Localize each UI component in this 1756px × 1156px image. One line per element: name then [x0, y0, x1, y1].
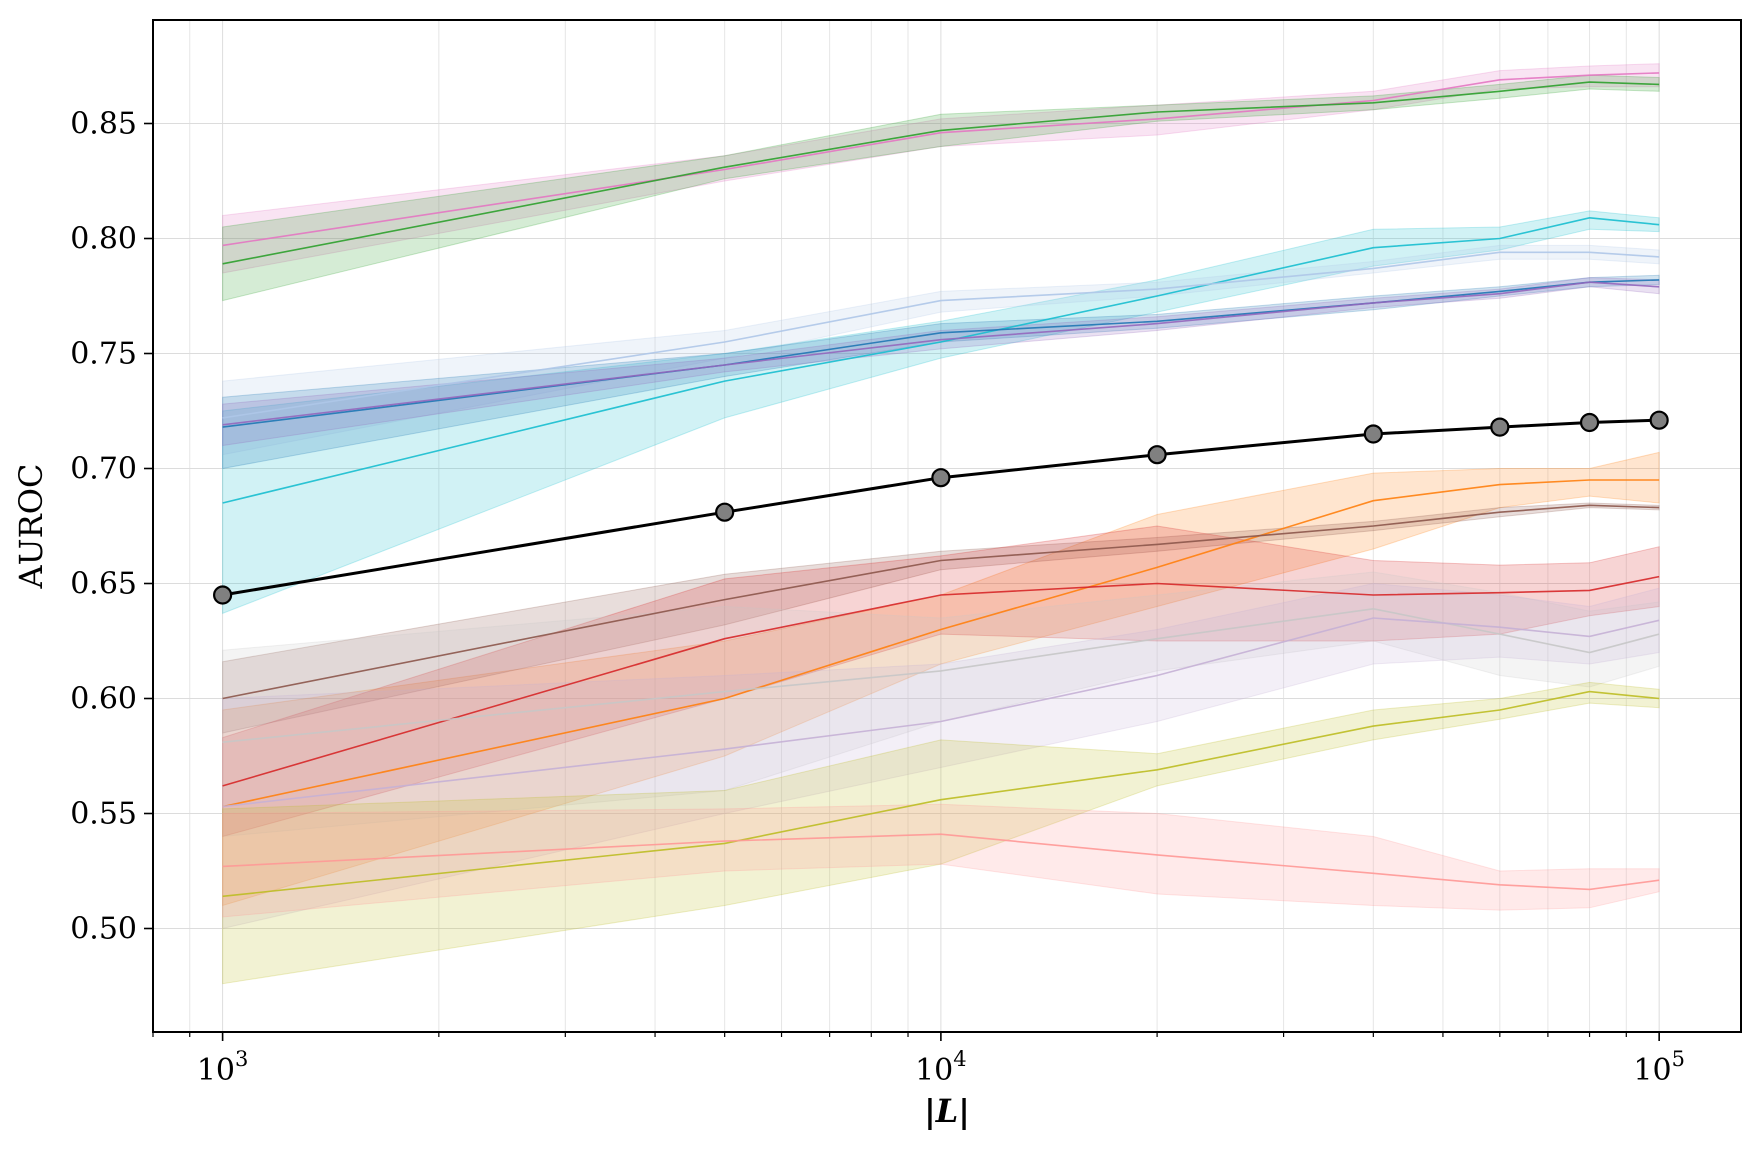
series-line-13: [222, 833, 1660, 891]
mean-marker: [1649, 410, 1669, 430]
series-line-10: [222, 607, 1660, 743]
series-line-9: [222, 575, 1660, 787]
series-line-6: [222, 281, 1660, 426]
y-axis-label: AUROC: [12, 464, 50, 590]
series-band-1: [222, 63, 1660, 274]
mean-marker: [1147, 445, 1167, 465]
series-line-11: [222, 617, 1660, 808]
y-tick-label: 0.75: [70, 337, 137, 372]
y-tick-label: 0.50: [70, 912, 137, 947]
series-band-2: [222, 74, 1660, 302]
y-tick-label: 0.65: [70, 567, 137, 602]
series-line-8: [222, 504, 1660, 700]
series-line-3: [222, 216, 1660, 504]
y-tick-label: 0.85: [70, 107, 137, 142]
mean-marker: [213, 585, 233, 605]
series-band-6: [222, 277, 1660, 447]
x-tick-label: 103: [197, 1047, 249, 1088]
y-tick-label: 0.55: [70, 797, 137, 832]
series-band-5: [222, 274, 1660, 470]
series-band-7: [222, 451, 1660, 907]
series-line-4: [222, 251, 1660, 419]
series-band-4: [222, 244, 1660, 456]
series-line-2: [222, 81, 1660, 265]
y-tick-label: 0.70: [70, 452, 137, 487]
mean-marker: [715, 502, 735, 522]
series-line-1: [222, 72, 1660, 247]
y-tick-label: 0.80: [70, 222, 137, 257]
mean-marker: [1363, 424, 1383, 444]
series-lines: [222, 72, 1660, 898]
x-axis-ticks: 103 104 105: [152, 1032, 1685, 1088]
series-band-13: [222, 803, 1660, 918]
series-band-11: [222, 582, 1660, 930]
grid-lines: [152, 20, 1741, 1032]
series-line-7: [222, 479, 1660, 808]
series-band-12: [222, 681, 1660, 985]
x-axis-label: |L|: [924, 1092, 970, 1130]
mean-marker: [1490, 417, 1510, 437]
mean-line: [222, 418, 1660, 597]
plot-frame: [152, 19, 1742, 1033]
x-tick-label: 104: [915, 1047, 967, 1088]
y-axis-ticks: 0.50 0.55 0.60 0.65 0.70 0.75 0.80 0.85: [70, 107, 153, 947]
series-band-9: [222, 525, 1660, 838]
series-line-12: [222, 690, 1660, 898]
mean-marker: [931, 468, 951, 488]
mean-marker: [1579, 412, 1600, 433]
series-band-8: [222, 502, 1660, 734]
mean-series: [213, 410, 1669, 605]
y-tick-label: 0.60: [70, 682, 137, 717]
x-tick-label: 105: [1633, 1047, 1685, 1088]
